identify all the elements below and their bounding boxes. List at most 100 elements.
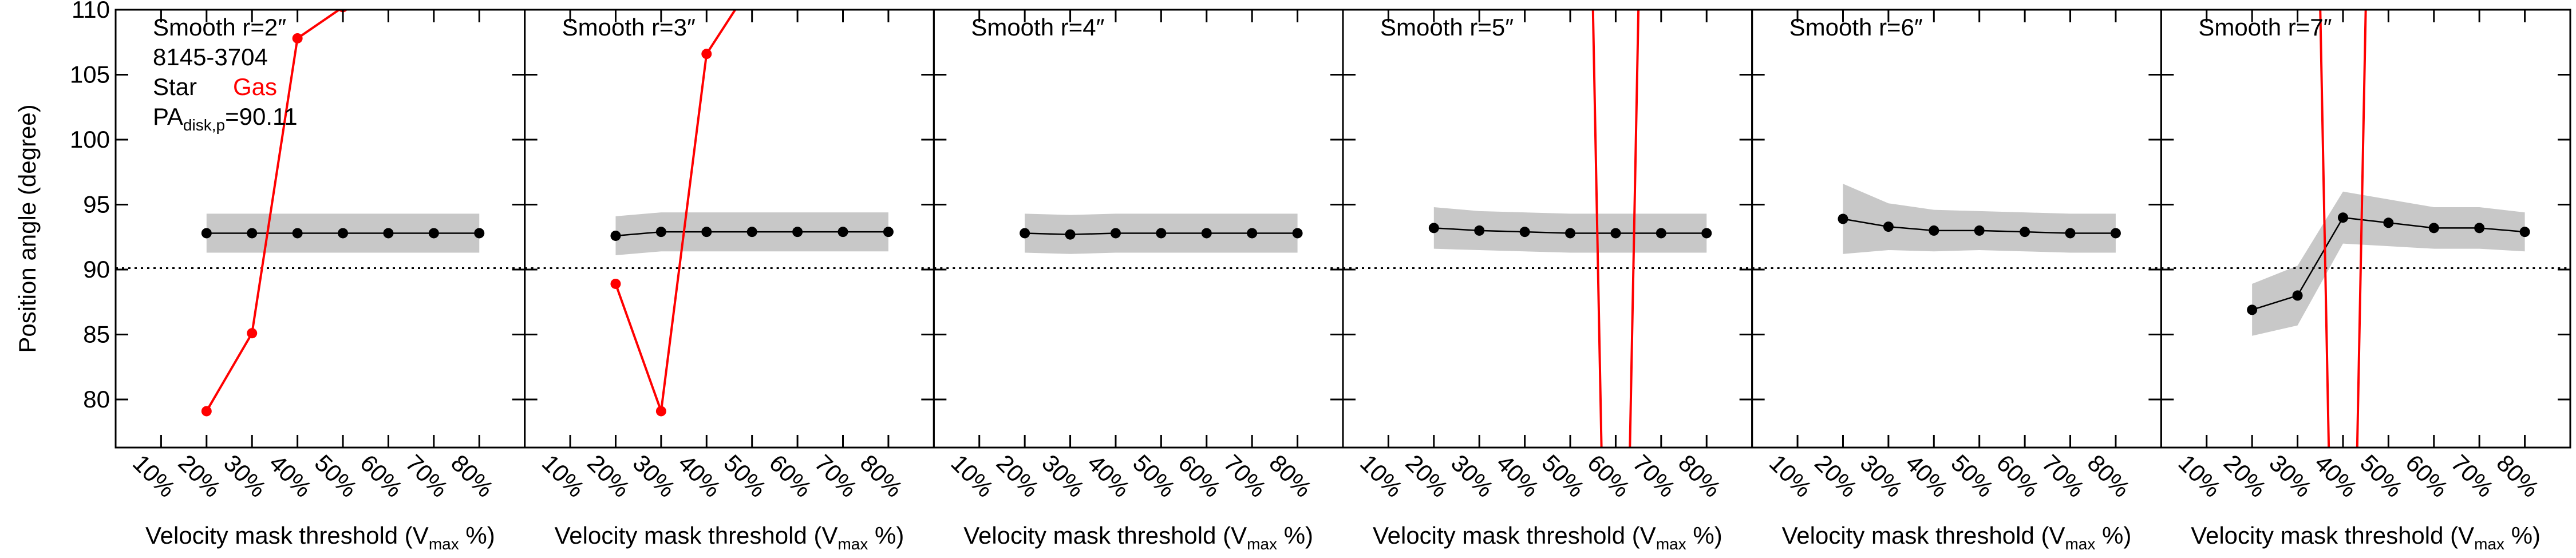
x-tick-label: 40% bbox=[1082, 449, 1136, 502]
x-tick-label: 50% bbox=[2355, 449, 2408, 502]
series-line bbox=[614, 10, 737, 412]
x-label-main: Velocity mask threshold (V bbox=[555, 522, 838, 549]
x-tick-label: 10% bbox=[946, 449, 999, 502]
data-point bbox=[655, 227, 666, 238]
x-label-end: %) bbox=[1277, 522, 1313, 549]
data-point bbox=[2519, 227, 2530, 238]
x-tick-label: 80% bbox=[855, 449, 908, 502]
x-tick-label: 10% bbox=[1764, 449, 1818, 502]
data-point bbox=[292, 228, 303, 239]
error-band bbox=[2252, 191, 2525, 336]
x-label-sub: max bbox=[1247, 535, 1277, 553]
x-tick-label: 80% bbox=[1673, 449, 1726, 502]
x-tick-label: 60% bbox=[764, 449, 817, 502]
pa-annotation: PAdisk,p=90.11 bbox=[153, 103, 298, 134]
error-band bbox=[1843, 184, 2116, 254]
panel-plot bbox=[1343, 10, 1752, 448]
x-tick-label: 70% bbox=[1627, 449, 1681, 502]
x-tick-label: 30% bbox=[219, 449, 272, 502]
data-point bbox=[1838, 213, 1848, 224]
x-tick-label: 30% bbox=[628, 449, 681, 502]
x-tick-label: 20% bbox=[991, 449, 1045, 502]
panel-title: Smooth r=3″ bbox=[562, 14, 696, 41]
pa-value: =90.11 bbox=[225, 103, 298, 130]
x-tick-label: 20% bbox=[1400, 449, 1453, 502]
panel-title: Smooth r=5″ bbox=[1380, 14, 1514, 41]
x-label-end: %) bbox=[2095, 522, 2131, 549]
x-label-sub: max bbox=[837, 535, 868, 553]
x-tick-label: 60% bbox=[1582, 449, 1635, 502]
panel-frame bbox=[2160, 9, 2571, 449]
data-point bbox=[1565, 228, 1576, 239]
data-point bbox=[655, 406, 666, 417]
x-tick-label: 60% bbox=[355, 449, 408, 502]
y-tick-label: 105 bbox=[70, 61, 110, 88]
data-point bbox=[1974, 225, 1985, 236]
x-tick-label: 40% bbox=[1901, 449, 1954, 502]
data-point bbox=[792, 227, 803, 238]
data-point bbox=[1247, 228, 1258, 239]
data-point bbox=[2383, 217, 2394, 228]
data-point bbox=[247, 228, 258, 239]
y-tick-label: 110 bbox=[72, 0, 110, 23]
x-tick-label: 60% bbox=[1992, 449, 2045, 502]
x-tick-label: 50% bbox=[1128, 449, 1181, 502]
x-tick-label: 40% bbox=[2310, 449, 2363, 502]
panel-plot bbox=[2161, 10, 2570, 448]
x-tick-label: 40% bbox=[1491, 449, 1544, 502]
data-point bbox=[610, 230, 621, 241]
data-point bbox=[247, 328, 258, 339]
x-label-main: Velocity mask threshold (V bbox=[1782, 522, 2065, 549]
y-tick-label: 85 bbox=[83, 321, 110, 348]
pa-sub: disk,p bbox=[183, 116, 225, 134]
x-label-end: %) bbox=[1686, 522, 1722, 549]
x-tick-label: 30% bbox=[2264, 449, 2317, 502]
y-axis-label: Position angle (degree) bbox=[14, 104, 41, 353]
x-label-sub: max bbox=[429, 535, 459, 553]
data-point bbox=[746, 227, 757, 238]
panel-title: Smooth r=2″ bbox=[153, 14, 286, 41]
data-point bbox=[1656, 228, 1666, 239]
x-tick-label: 60% bbox=[1173, 449, 1226, 502]
data-point bbox=[1156, 228, 1167, 239]
data-point bbox=[383, 228, 394, 239]
x-tick-label: 30% bbox=[1446, 449, 1499, 502]
data-point bbox=[1065, 229, 1076, 240]
x-label-main: Velocity mask threshold (V bbox=[1373, 522, 1656, 549]
x-label-sub: max bbox=[2065, 535, 2095, 553]
x-label-main: Velocity mask threshold (V bbox=[2191, 522, 2474, 549]
x-tick-label: 20% bbox=[173, 449, 226, 502]
x-tick-label: 10% bbox=[2173, 449, 2226, 502]
x-tick-label: 80% bbox=[2083, 449, 2136, 502]
x-tick-label: 10% bbox=[1355, 449, 1408, 502]
x-tick-label: 70% bbox=[2037, 449, 2090, 502]
data-point bbox=[2428, 223, 2439, 234]
data-point bbox=[701, 227, 712, 238]
data-point bbox=[1110, 228, 1121, 239]
x-axis-label: Velocity mask threshold (Vmax %) bbox=[2191, 522, 2541, 553]
data-point bbox=[1929, 225, 1939, 236]
data-point bbox=[837, 227, 848, 238]
pa-label: PA bbox=[153, 103, 183, 130]
x-label-sub: max bbox=[1656, 535, 1686, 553]
x-tick-label: 20% bbox=[1809, 449, 1863, 502]
data-point bbox=[1292, 228, 1303, 239]
data-point bbox=[1883, 221, 1894, 232]
x-tick-label: 50% bbox=[1946, 449, 1999, 502]
data-point bbox=[701, 49, 712, 60]
x-tick-label: 10% bbox=[537, 449, 590, 502]
x-label-main: Velocity mask threshold (V bbox=[145, 522, 429, 549]
x-tick-label: 40% bbox=[264, 449, 317, 502]
x-axis-label: Velocity mask threshold (Vmax %) bbox=[1373, 522, 1722, 553]
x-tick-label: 70% bbox=[400, 449, 453, 502]
data-point bbox=[201, 228, 212, 239]
panel-plot bbox=[524, 10, 934, 417]
x-label-sub: max bbox=[2474, 535, 2504, 553]
panel-plot bbox=[934, 213, 1343, 270]
x-tick-label: 80% bbox=[2491, 449, 2545, 502]
data-point bbox=[2337, 212, 2348, 223]
x-tick-label: 80% bbox=[1264, 449, 1317, 502]
y-tick-label: 100 bbox=[70, 126, 110, 153]
